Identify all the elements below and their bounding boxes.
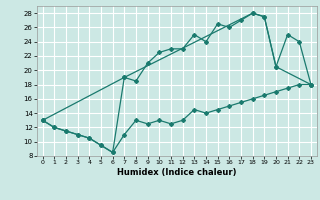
X-axis label: Humidex (Indice chaleur): Humidex (Indice chaleur) xyxy=(117,168,236,177)
